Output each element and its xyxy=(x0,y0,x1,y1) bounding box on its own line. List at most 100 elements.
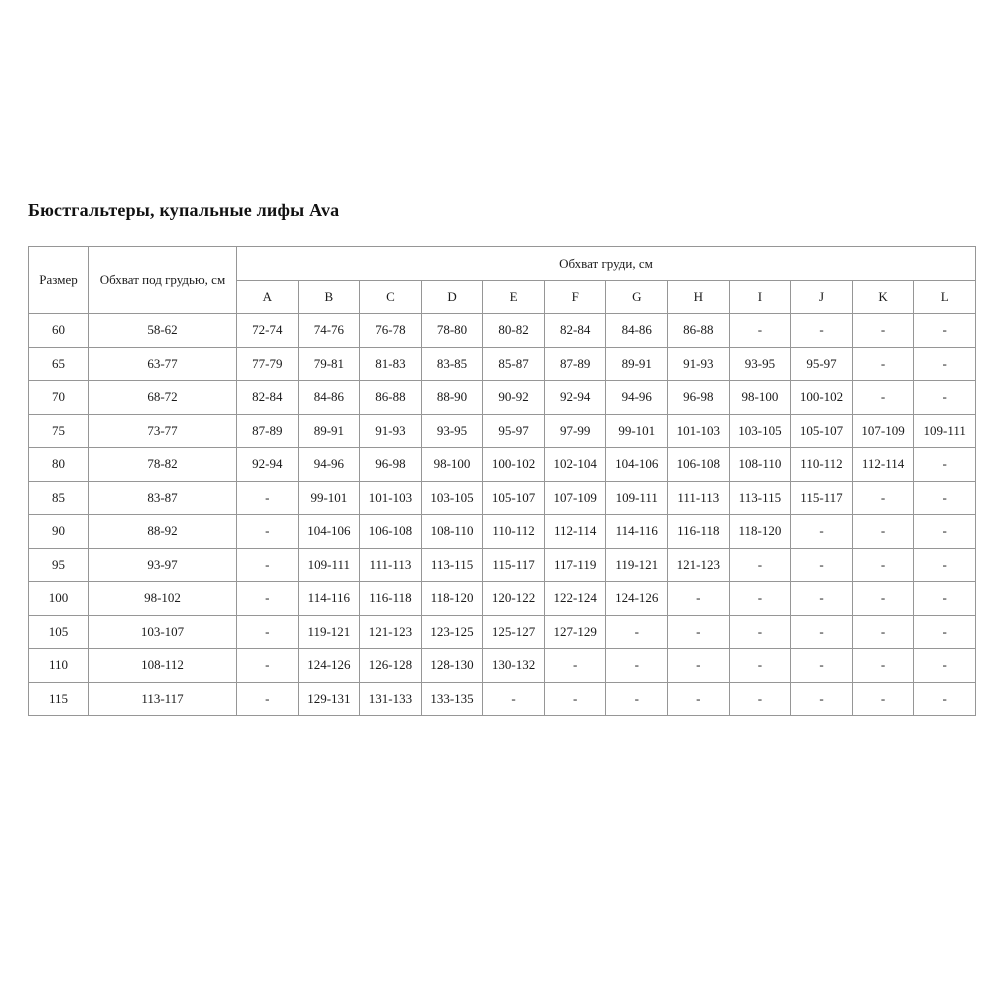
cup-cell: - xyxy=(605,614,669,649)
cup-cell: 89-91 xyxy=(297,413,361,448)
cup-cell: 79-81 xyxy=(297,346,361,381)
cup-cell: 93-95 xyxy=(728,346,792,381)
cup-column-header: E xyxy=(482,280,545,314)
cup-cell: 92-94 xyxy=(543,380,607,415)
cup-cell: 109-111 xyxy=(297,547,361,582)
cup-cell: 106-108 xyxy=(359,514,422,549)
cup-cell: 86-88 xyxy=(667,313,730,348)
cup-cell: 104-106 xyxy=(297,514,361,549)
cup-cell: 88-90 xyxy=(420,380,484,415)
cup-cell: 82-84 xyxy=(236,380,299,415)
cup-cell: 100-102 xyxy=(790,380,853,415)
cup-cell: - xyxy=(790,313,853,348)
cup-cell: - xyxy=(851,346,915,381)
cup-cell: 94-96 xyxy=(297,447,361,482)
group-header-row: Размер Обхват под грудью, см Обхват груд… xyxy=(28,246,976,314)
cup-column-header: A xyxy=(236,280,299,314)
cup-cell: 81-83 xyxy=(359,346,422,381)
cup-cell: 115-117 xyxy=(482,547,545,582)
cup-cell: 94-96 xyxy=(605,380,669,415)
cup-cell: 103-105 xyxy=(728,413,792,448)
cup-cell: - xyxy=(851,380,915,415)
underbust-cell: 93-97 xyxy=(88,547,237,582)
cup-cell: - xyxy=(667,581,730,616)
table-row: 85 83-87-99-101 101-103 103-105 105-107 107-1… xyxy=(28,480,976,515)
cup-cell: - xyxy=(543,681,607,716)
cup-cell: 89-91 xyxy=(605,346,669,381)
table-row: 105 103-107-119-121 121-123 123-125 125-127 1… xyxy=(28,614,976,649)
cup-cell: - xyxy=(851,581,915,616)
size-cell: 65 xyxy=(28,346,89,381)
cup-cell: - xyxy=(913,547,976,582)
size-cell: 85 xyxy=(28,480,89,515)
cup-cell: 102-104 xyxy=(543,447,607,482)
size-cell: 110 xyxy=(28,648,89,683)
cup-cell: 127-129 xyxy=(543,614,607,649)
cup-cell: - xyxy=(851,480,915,515)
cup-cell: 77-79 xyxy=(236,346,299,381)
underbust-cell: 78-82 xyxy=(88,447,237,482)
size-table-body: 60 58-62 72-74 74-76 76-78 78-80 80-82 82-84 84-… xyxy=(28,313,976,716)
table-row: 70 68-72 82-84 84-86 86-88 88-90 90-92 92-94 94-… xyxy=(28,380,976,415)
cup-cell: 123-125 xyxy=(420,614,484,649)
cup-cell: 84-86 xyxy=(297,380,361,415)
cup-cell: 101-103 xyxy=(359,480,422,515)
cup-cell: 107-109 xyxy=(543,480,607,515)
cup-cell: 133-135 xyxy=(420,681,484,716)
cup-cell: 130-132 xyxy=(482,648,545,683)
cup-cell: 86-88 xyxy=(359,380,422,415)
underbust-cell: 68-72 xyxy=(88,380,237,415)
size-cell: 95 xyxy=(28,547,89,582)
size-cell: 75 xyxy=(28,413,89,448)
cup-cell: 113-115 xyxy=(728,480,792,515)
cup-column-header: B xyxy=(297,280,361,314)
table-row: 100 98-102-114-116 116-118 118-120 120-122 12… xyxy=(28,581,976,616)
table-row: 60 58-62 72-74 74-76 76-78 78-80 80-82 82-84 84-… xyxy=(28,313,976,348)
cup-cell: 100-102 xyxy=(482,447,545,482)
cup-cell: 96-98 xyxy=(359,447,422,482)
underbust-cell: 103-107 xyxy=(88,614,237,649)
cup-cell: 90-92 xyxy=(482,380,545,415)
cup-cell: - xyxy=(728,547,792,582)
cup-cell: - xyxy=(482,681,545,716)
cup-cell: - xyxy=(790,648,853,683)
cup-cell: 98-100 xyxy=(728,380,792,415)
cup-cell: 126-128 xyxy=(359,648,422,683)
cup-cell: 98-100 xyxy=(420,447,484,482)
cup-cell: - xyxy=(913,346,976,381)
cup-cell: 117-119 xyxy=(543,547,607,582)
cup-cell: 110-112 xyxy=(482,514,545,549)
table-row: 90 88-92-104-106 106-108 108-110 110-112 112-… xyxy=(28,514,976,549)
cup-cell: 111-113 xyxy=(667,480,730,515)
cup-cell: 108-110 xyxy=(728,447,792,482)
cup-cell: - xyxy=(236,648,299,683)
cup-cell: 97-99 xyxy=(543,413,607,448)
cup-cell: - xyxy=(913,614,976,649)
cup-cell: 103-105 xyxy=(420,480,484,515)
size-column-header: Размер xyxy=(28,246,89,314)
cup-cell: 105-107 xyxy=(790,413,853,448)
cup-cell: 85-87 xyxy=(482,346,545,381)
table-row: 65 63-77 77-79 79-81 81-83 83-85 85-87 87-89 89-… xyxy=(28,346,976,381)
cup-column-header: K xyxy=(851,280,915,314)
cup-cell: - xyxy=(728,648,792,683)
cup-cell: - xyxy=(790,614,853,649)
table-row: 80 78-82 92-94 94-96 96-98 98-100 100-102 102-1… xyxy=(28,447,976,482)
cup-cell: 95-97 xyxy=(790,346,853,381)
cup-cell: 95-97 xyxy=(482,413,545,448)
cup-cell: - xyxy=(913,514,976,549)
underbust-cell: 108-112 xyxy=(88,648,237,683)
cup-cell: 91-93 xyxy=(359,413,422,448)
cup-cell: 114-116 xyxy=(297,581,361,616)
cup-cell: 107-109 xyxy=(851,413,915,448)
cup-cell: - xyxy=(913,480,976,515)
cup-cell: - xyxy=(543,648,607,683)
cup-cell: 92-94 xyxy=(236,447,299,482)
cup-cell: 131-133 xyxy=(359,681,422,716)
cup-cell: 115-117 xyxy=(790,480,853,515)
underbust-column-header: Обхват под грудью, см xyxy=(88,246,237,314)
cup-cell: - xyxy=(851,681,915,716)
cup-column-header: J xyxy=(790,280,853,314)
cup-cell: - xyxy=(913,581,976,616)
